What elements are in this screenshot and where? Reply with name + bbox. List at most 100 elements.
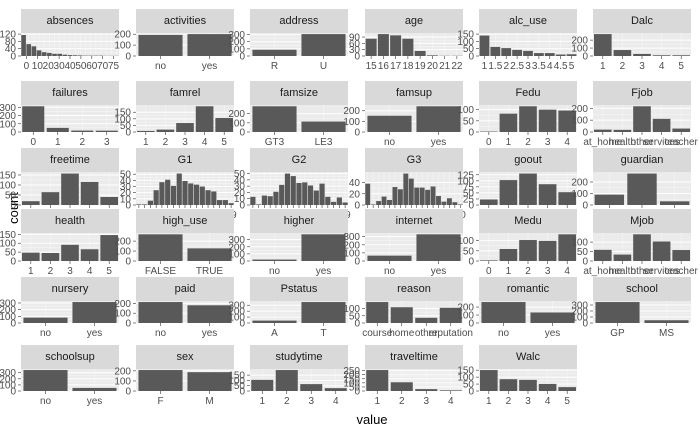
bar-Fjob-other (633, 106, 651, 132)
bar-age-16 (377, 34, 389, 56)
x-tick-label: 50 (75, 61, 87, 72)
bar-internet-yes (416, 234, 461, 261)
bar-G3-11 (408, 178, 414, 205)
bar-guardian-father (594, 194, 625, 205)
bar-G1-19 (228, 203, 234, 205)
y-tick-label: 20 (120, 188, 132, 199)
x-tick-label: no (384, 137, 396, 148)
y-tick-label: 50 (120, 121, 132, 132)
bar-higher-no (252, 259, 297, 261)
x-tick-label: 1 (506, 137, 512, 148)
bar-G3-15 (430, 186, 436, 205)
x-tick-label: no (40, 328, 52, 339)
x-tick-label: course (362, 328, 392, 339)
facet-strip-label: health (55, 215, 85, 227)
bar-age-19 (414, 50, 426, 56)
bar-Medu-0 (479, 260, 498, 261)
bar-high_use-TRUE (187, 248, 232, 261)
x-tick-label: 3.5 (532, 61, 546, 72)
x-tick-label: no (269, 266, 281, 277)
y-tick-label: 300 (0, 298, 16, 309)
y-tick-label: 100 (0, 180, 16, 191)
x-tick-label: no (40, 396, 52, 407)
strip-background (136, 209, 234, 233)
y-tick-label: 0 (582, 128, 588, 139)
bar-Fedu-4 (558, 110, 577, 132)
strip-background (136, 345, 234, 369)
strip-background (136, 277, 234, 301)
y-tick-label: 100 (571, 189, 588, 200)
x-tick-label: A (271, 328, 278, 339)
x-axis-title: value (356, 412, 387, 427)
bar-traveltime-3 (415, 389, 438, 391)
bar-G1-6 (153, 190, 159, 205)
facet-strip-label: romantic (507, 283, 550, 295)
x-tick-label: 5 (221, 137, 227, 148)
x-tick-label: 4 (547, 61, 553, 72)
strip-background (21, 9, 119, 33)
y-tick-label: 50 (463, 188, 475, 199)
x-tick-label: 2 (525, 266, 531, 277)
y-tick-label: 150 (457, 366, 474, 377)
x-tick-label: 3 (67, 266, 73, 277)
bar-Fjob-health (613, 129, 632, 132)
x-tick-label: 19 (415, 61, 427, 72)
x-tick-label: 3 (104, 137, 110, 148)
facet-strip-label: nursery (52, 283, 89, 295)
bar-absences-6 (36, 50, 42, 56)
y-tick-label: 0 (10, 387, 16, 398)
bar-G2-11 (296, 183, 302, 205)
x-tick-label: 3 (525, 61, 531, 72)
bar-absences-8 (41, 52, 47, 56)
y-tick-label: 200 (0, 374, 16, 385)
bar-famrel-3 (176, 123, 194, 132)
y-tick-label: 200 (114, 299, 131, 310)
y-tick-label: 100 (457, 176, 474, 187)
x-tick-label: U (320, 61, 327, 72)
bar-G3-17 (441, 201, 447, 205)
y-tick-label: 0 (468, 201, 474, 212)
x-tick-label: yes (545, 328, 561, 339)
bar-reason-home (390, 307, 413, 323)
bar-G1-12 (188, 183, 194, 205)
bar-goout-2 (499, 180, 518, 205)
strip-background (593, 148, 691, 172)
x-tick-label: 4 (564, 137, 570, 148)
bar-Mjob-health (613, 254, 632, 261)
facet-strip-label: studytime (275, 351, 322, 363)
x-tick-label: other (415, 328, 438, 339)
x-tick-label: 3 (423, 396, 429, 407)
y-tick-label: 100 (114, 247, 131, 258)
bar-Dalc-2 (613, 50, 632, 56)
bar-absences-4 (31, 46, 37, 56)
bar-famsize-GT3 (252, 106, 297, 132)
bar-nursery-yes (72, 302, 117, 323)
x-tick-label: 2 (48, 266, 54, 277)
bar-Medu-3 (538, 240, 557, 261)
bar-absences-20 (72, 55, 78, 56)
bar-G2-8 (279, 184, 285, 205)
bar-freetime-1 (21, 201, 40, 205)
y-tick-label: 0 (468, 52, 474, 63)
bar-Walc-1 (479, 370, 498, 391)
x-tick-label: 18 (402, 61, 414, 72)
bar-G2-4 (256, 204, 262, 205)
y-tick-label: 150 (228, 371, 245, 382)
bar-guardian-other (659, 201, 690, 205)
bar-alc_use-5 (566, 54, 577, 56)
x-tick-label: health (609, 137, 636, 148)
y-tick-label: 200 (571, 36, 588, 47)
y-tick-label: 50 (463, 246, 475, 257)
bar-high_use-FALSE (138, 234, 183, 261)
x-tick-label: 2 (506, 396, 512, 407)
y-tick-label: 0 (582, 52, 588, 63)
y-tick-label: 40 (5, 44, 17, 55)
facet-strip-label: schoolsup (45, 351, 95, 363)
y-tick-label: 100 (343, 378, 360, 389)
y-tick-label: 0 (582, 319, 588, 330)
y-tick-label: 50 (234, 169, 246, 180)
